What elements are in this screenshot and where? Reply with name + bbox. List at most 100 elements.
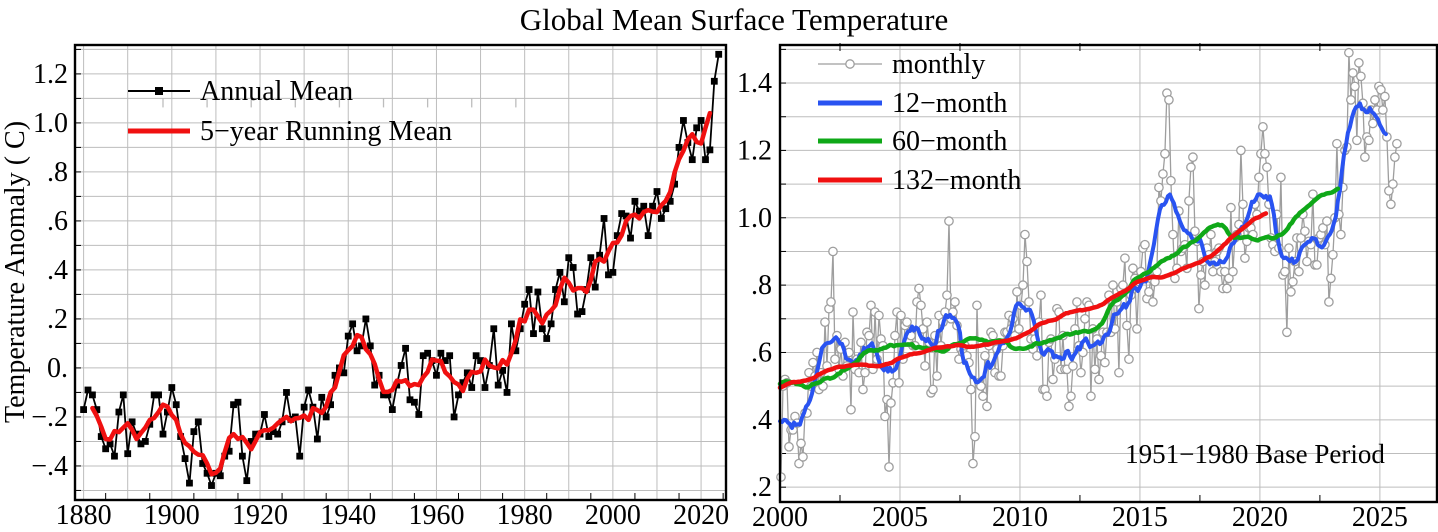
monthly-marker (848, 307, 858, 317)
annual-mean-marker (618, 210, 626, 217)
right-y-tick-label: .4 (751, 405, 772, 436)
right-y-tick-label: 1.0 (737, 203, 772, 234)
monthly-marker (1154, 182, 1164, 193)
annual-mean-marker (574, 310, 581, 318)
right-y-tick-label: 1.2 (737, 135, 772, 166)
annual-mean-marker (115, 408, 123, 416)
monthly-marker (820, 317, 830, 328)
left-x-tick-label: 1980 (497, 500, 553, 531)
monthly-marker (1308, 189, 1318, 200)
annual-mean-marker (269, 428, 277, 436)
annual-mean-marker (437, 349, 445, 357)
monthly-marker (1120, 253, 1130, 264)
monthly-marker (1140, 239, 1150, 250)
monthly-marker (1190, 226, 1200, 237)
monthly-marker (860, 367, 870, 378)
monthly-marker (966, 384, 976, 395)
annual-mean-marker (640, 202, 648, 210)
monthly-marker (1158, 169, 1168, 179)
annual-mean-marker (706, 146, 714, 154)
monthly-marker (1114, 367, 1124, 378)
monthly-marker (1238, 199, 1248, 210)
annual-mean-marker (331, 371, 339, 379)
annual-mean-marker (680, 117, 687, 124)
base-period-note: 1951−1980 Base Period (1125, 439, 1385, 469)
monthly-marker (1206, 229, 1216, 240)
left-x-tick-label: 2000 (585, 500, 641, 531)
monthly-marker (1312, 260, 1322, 270)
legend-monthly-marker-sample (845, 59, 855, 69)
annual-mean-marker (397, 362, 405, 369)
right-x-tick-label: 2000 (752, 502, 808, 532)
monthly-marker (1322, 216, 1332, 226)
monthly-marker (1188, 152, 1198, 162)
monthly-marker (826, 297, 836, 307)
monthly-marker (1020, 229, 1030, 240)
legend-label-m60: 60−month (892, 126, 1007, 157)
annual-mean-marker (477, 357, 484, 364)
right-x-tick-label: 2010 (992, 502, 1048, 532)
monthly-marker (996, 371, 1006, 381)
monthly-marker (1072, 297, 1082, 307)
monthly-marker (970, 431, 980, 442)
annual-mean-marker (556, 268, 564, 276)
monthly-marker (1294, 266, 1304, 277)
annual-mean-marker (141, 438, 149, 445)
left-x-tick-label: 1940 (320, 500, 376, 531)
monthly-marker (1014, 324, 1024, 334)
monthly-marker (1302, 256, 1312, 267)
monthly-marker (1262, 162, 1272, 173)
annual-mean-marker (181, 455, 189, 462)
monthly-marker (1090, 364, 1100, 375)
monthly-marker (902, 317, 912, 328)
monthly-marker (798, 452, 808, 462)
annual-mean-marker (560, 298, 568, 306)
monthly-marker (1068, 361, 1078, 371)
left-y-tick-label: −.4 (31, 451, 68, 482)
mean-60-month-line (777, 186, 1341, 390)
monthly-marker (1122, 320, 1132, 331)
annual-mean-marker (111, 452, 118, 460)
annual-mean-marker (353, 347, 361, 355)
annual-mean-marker (137, 440, 145, 448)
monthly-marker (1164, 95, 1174, 105)
annual-mean-marker (587, 254, 595, 262)
monthly-marker (1200, 280, 1210, 290)
annual-mean-marker (715, 50, 723, 58)
monthly-marker (1194, 303, 1204, 314)
right-y-tick-label: 1.4 (737, 68, 772, 99)
annual-mean-marker (512, 347, 520, 355)
monthly-marker (1284, 243, 1294, 253)
monthly-marker (858, 384, 868, 395)
monthly-marker (1184, 196, 1194, 206)
monthly-marker (1132, 324, 1142, 334)
monthly-marker (914, 283, 924, 294)
annual-mean-marker (463, 369, 471, 377)
annual-mean-marker (128, 418, 136, 426)
annual-mean-marker (80, 406, 88, 413)
annual-mean-marker (274, 430, 282, 438)
legend-label-m132: 132−month (892, 165, 1021, 196)
annual-mean-marker (216, 472, 224, 480)
monthly-marker (1168, 229, 1178, 240)
annual-mean-marker (225, 447, 233, 455)
monthly-marker (784, 441, 794, 452)
annual-mean-marker (150, 391, 158, 399)
annual-mean-marker (203, 469, 211, 477)
annual-mean-marker (609, 268, 617, 276)
legend-label-monthly: monthly (892, 49, 985, 80)
left-y-tick-label: 1.0 (33, 108, 68, 139)
monthly-marker (942, 290, 952, 301)
annual-mean-marker (84, 386, 92, 394)
monthly-marker (1254, 172, 1264, 183)
annual-mean-marker (653, 188, 661, 195)
right-y-tick-label: .6 (751, 337, 772, 368)
annual-mean-marker (494, 381, 502, 389)
annual-mean-marker (446, 352, 454, 360)
left-y-tick-label: 0. (47, 353, 68, 384)
mean-132-month-line (777, 211, 1269, 390)
monthly-marker (1324, 297, 1334, 307)
monthly-marker (880, 411, 890, 422)
monthly-marker (1186, 162, 1196, 173)
annual-mean-marker (591, 283, 599, 291)
